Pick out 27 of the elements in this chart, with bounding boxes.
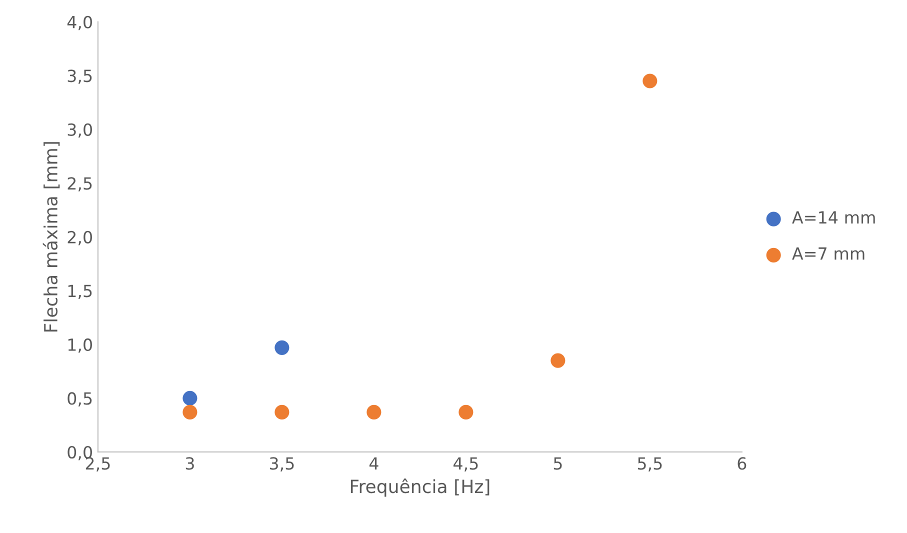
x-tick-label: 3 [186,457,194,470]
x-tick-label: 4,5 [454,457,478,472]
legend-label: A=7 mm [792,247,864,260]
x-tick-label: 6 [738,457,746,470]
y-tick-label: 4,0 [67,16,92,30]
y-tick-label: 2,5 [68,177,92,192]
y-tick-label: 0,5 [68,392,92,406]
point [458,404,474,420]
y-tick-label: 1,0 [68,338,92,353]
y-tick-label: 2,0 [68,230,92,246]
x-tick-label: 5,5 [638,457,662,472]
legend-label: A=14 mm [792,211,875,224]
point [182,404,198,420]
y-tick-label: 1,5 [68,284,92,299]
x-tick-label: 4 [369,457,378,470]
y-tick-label: 3,5 [68,70,92,84]
x-tick-label: 3,5 [270,457,294,472]
point [366,404,382,420]
point [550,353,566,368]
point [642,74,658,88]
point [274,404,290,420]
point [182,390,198,406]
y-tick-label: 3,0 [68,123,92,138]
point [274,340,290,355]
y-axis-title: Flecha máxima [mm] [42,142,60,332]
x-tick-label: 5 [554,457,562,470]
x-axis-title: Frequência [Hz] [350,478,490,497]
